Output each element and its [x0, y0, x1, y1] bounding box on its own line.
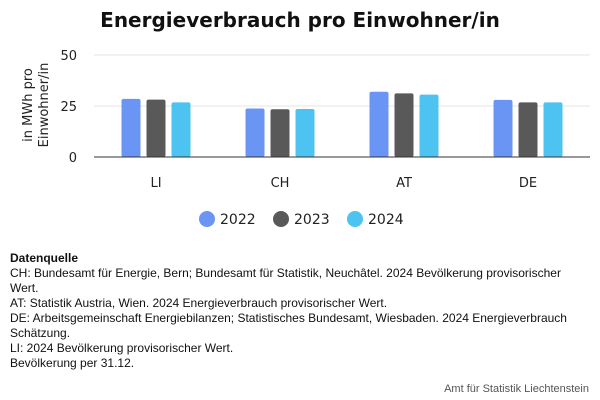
bar-li-2022	[121, 98, 141, 157]
bar-ch-2022	[245, 108, 265, 157]
y-tick-label-50: 50	[60, 49, 77, 64]
chart-title: Energieverbrauch pro Einwohner/in	[100, 8, 500, 32]
source-line-ch: CH: Bundesamt für Energie, Bern; Bundesa…	[10, 266, 561, 295]
bar-de-2022	[493, 99, 513, 157]
y-axis-label-line-2: Einwohner/in	[37, 63, 52, 148]
legend-label-2023: 2023	[294, 212, 330, 228]
source-title: Datenquelle	[10, 251, 79, 265]
bar-at-2024	[419, 94, 439, 157]
legend-marker-2024	[347, 211, 363, 227]
bar-li-2023	[146, 99, 166, 157]
x-tick-label-de: DE	[519, 176, 537, 191]
y-tick-label-25: 25	[60, 100, 77, 115]
source-line-de: DE: Arbeitsgemeinschaft Energiebilanzen;…	[10, 311, 567, 340]
bar-ch-2024	[295, 109, 315, 157]
x-tick-label-li: LI	[150, 176, 161, 191]
bar-de-2024	[543, 102, 563, 157]
y-axis: 0 25 50	[60, 49, 77, 166]
y-tick-label-0: 0	[69, 151, 77, 166]
legend-marker-2022	[199, 211, 215, 227]
x-axis: LI CH AT DE	[150, 176, 537, 191]
y-axis-label-line-1: in MWh pro	[21, 68, 36, 142]
source-line-population: Bevölkerung per 31.12.	[10, 356, 135, 370]
grid	[94, 54, 590, 107]
source-line-at: AT: Statistik Austria, Wien. 2024 Energi…	[10, 296, 388, 310]
bar-at-2023	[394, 93, 414, 157]
bar-ch-2023	[270, 109, 290, 157]
bars	[121, 91, 563, 157]
credit: Amt für Statistik Liechtenstein	[444, 383, 589, 395]
bar-at-2022	[369, 91, 389, 157]
bar-de-2023	[518, 102, 538, 157]
x-tick-label-ch: CH	[271, 176, 290, 191]
bar-li-2024	[171, 102, 191, 157]
chart: Energieverbrauch pro Einwohner/in 02550 …	[21, 8, 590, 228]
legend-label-2024: 2024	[368, 212, 404, 228]
legend: 2022 2023 2024	[199, 211, 404, 228]
source-note: Datenquelle CH: Bundesamt für Energie, B…	[10, 251, 590, 371]
legend-label-2022: 2022	[220, 212, 256, 228]
x-tick-label-at: AT	[396, 176, 412, 191]
legend-marker-2023	[273, 211, 289, 227]
source-line-li: LI: 2024 Bevölkerung provisorischer Wert…	[10, 341, 234, 355]
